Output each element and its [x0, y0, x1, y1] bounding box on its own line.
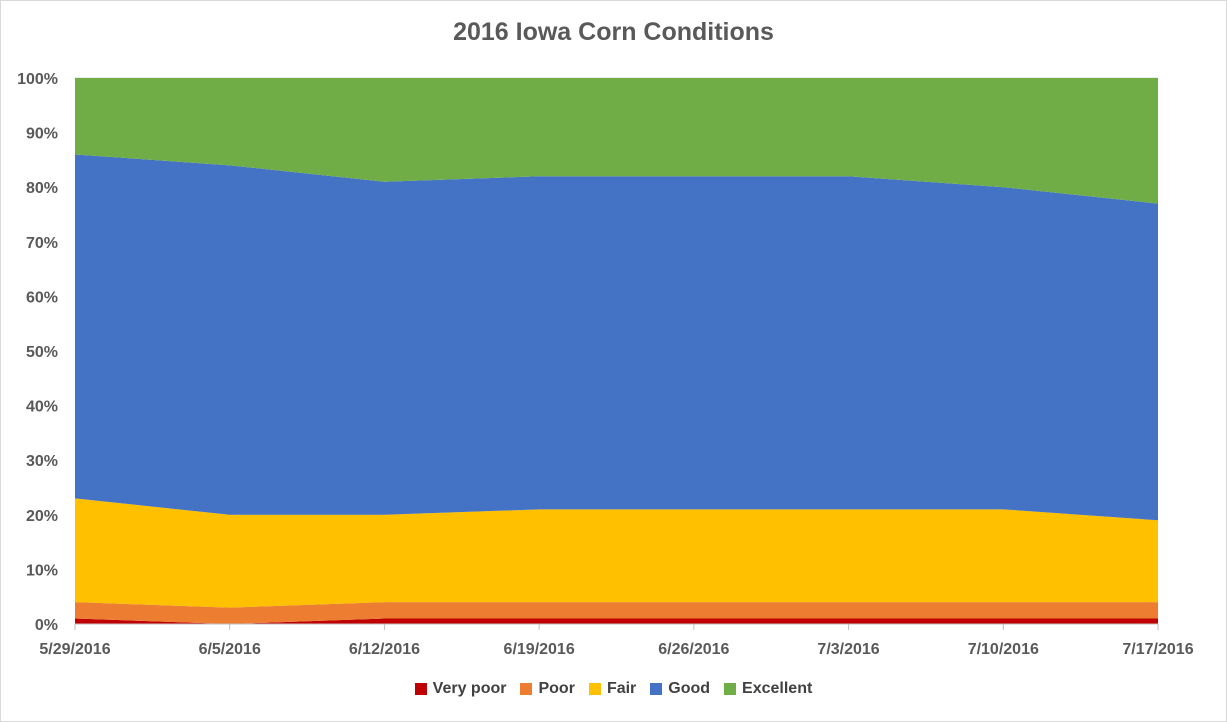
y-tick-label: 10% [26, 562, 58, 579]
x-tick-label: 6/26/2016 [658, 641, 729, 658]
x-tick-label: 7/17/2016 [1122, 641, 1193, 658]
legend-swatch [520, 683, 533, 695]
y-tick-label: 80% [26, 180, 58, 197]
y-tick-label: 30% [26, 453, 58, 470]
legend-label: Very poor [432, 680, 507, 697]
legend-swatch [724, 683, 737, 695]
y-tick-label: 60% [26, 289, 58, 306]
x-tick-label: 5/29/2016 [39, 641, 110, 658]
legend-item: Poor [520, 680, 575, 698]
legend-item: Good [650, 680, 710, 698]
legend-item: Very poor [414, 680, 507, 698]
legend-swatch [414, 683, 427, 695]
chart-title: 2016 Iowa Corn Conditions [453, 18, 774, 46]
y-tick-label: 70% [26, 235, 58, 252]
y-tick-label: 90% [26, 126, 58, 143]
area-series-very-poor [75, 618, 1158, 624]
area-series-fair [75, 498, 1158, 608]
x-tick-label: 6/19/2016 [504, 641, 575, 658]
legend-item: Excellent [724, 680, 812, 698]
y-tick-label: 40% [26, 399, 58, 416]
legend-swatch [650, 683, 663, 695]
x-tick-label: 7/3/2016 [817, 641, 879, 658]
legend-label: Poor [538, 680, 575, 697]
chart-legend: Very poor Poor Fair Good Excellent [0, 680, 1227, 698]
area-series-excellent [75, 78, 1158, 204]
legend-item: Fair [588, 680, 637, 698]
y-tick-label: 20% [26, 508, 58, 525]
legend-swatch [588, 683, 601, 695]
x-tick-label: 6/12/2016 [349, 641, 420, 658]
legend-label: Excellent [742, 680, 813, 697]
legend-label: Good [668, 680, 711, 697]
x-tick-label: 6/5/2016 [199, 641, 261, 658]
x-tick-label: 7/10/2016 [968, 641, 1039, 658]
area-series-poor [75, 602, 1158, 624]
y-tick-label: 0% [35, 617, 58, 634]
y-tick-label: 100% [17, 71, 58, 88]
legend-label: Fair [606, 680, 637, 697]
area-series-good [75, 154, 1158, 521]
y-tick-label: 50% [26, 344, 58, 361]
